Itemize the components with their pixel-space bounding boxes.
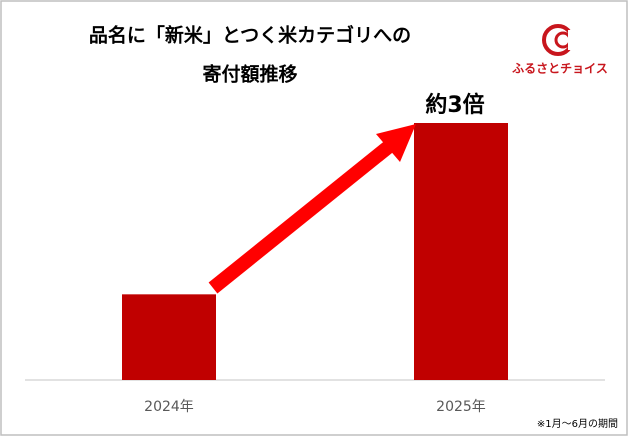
arrow xyxy=(208,124,416,294)
footnote: ※1月～6月の期間 xyxy=(537,418,618,430)
chart-subtitle: 寄付額推移 xyxy=(202,63,297,86)
x-tick-label: 2024年 xyxy=(144,399,194,415)
x-tick-label: 2025年 xyxy=(436,399,486,415)
logo-icon xyxy=(542,24,578,56)
bar xyxy=(414,123,508,380)
bar xyxy=(122,294,216,380)
logo-text: ふるさとチョイス xyxy=(512,62,608,76)
chart-title: 品名に「新米」とつく米カテゴリへの xyxy=(89,24,411,47)
annotation: 約3倍 xyxy=(425,92,484,118)
